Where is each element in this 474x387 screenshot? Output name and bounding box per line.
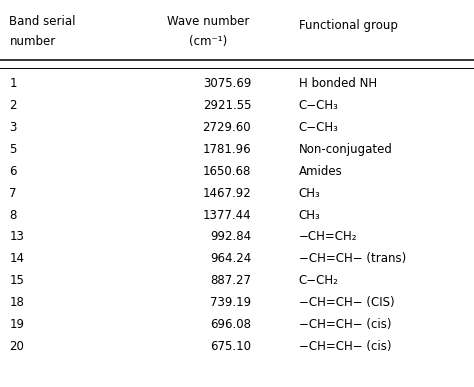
- Text: C−CH₂: C−CH₂: [299, 274, 338, 287]
- Text: (cm⁻¹): (cm⁻¹): [190, 35, 228, 48]
- Text: C−CH₃: C−CH₃: [299, 99, 338, 112]
- Text: 18: 18: [9, 296, 24, 309]
- Text: 1781.96: 1781.96: [202, 143, 251, 156]
- Text: 739.19: 739.19: [210, 296, 251, 309]
- Text: −CH=CH− (cis): −CH=CH− (cis): [299, 340, 391, 353]
- Text: Amides: Amides: [299, 165, 342, 178]
- Text: 696.08: 696.08: [210, 318, 251, 331]
- Text: 8: 8: [9, 209, 17, 222]
- Text: 15: 15: [9, 274, 24, 287]
- Text: 20: 20: [9, 340, 24, 353]
- Text: 6: 6: [9, 165, 17, 178]
- Text: 19: 19: [9, 318, 25, 331]
- Text: Band serial: Band serial: [9, 15, 76, 29]
- Text: 14: 14: [9, 252, 25, 265]
- Text: 2: 2: [9, 99, 17, 112]
- Text: −CH=CH− (trans): −CH=CH− (trans): [299, 252, 406, 265]
- Text: −CH=CH− (cis): −CH=CH− (cis): [299, 318, 391, 331]
- Text: −CH=CH− (CIS): −CH=CH− (CIS): [299, 296, 394, 309]
- Text: 5: 5: [9, 143, 17, 156]
- Text: 964.24: 964.24: [210, 252, 251, 265]
- Text: Non-conjugated: Non-conjugated: [299, 143, 392, 156]
- Text: number: number: [9, 35, 56, 48]
- Text: CH₃: CH₃: [299, 209, 320, 222]
- Text: 7: 7: [9, 187, 17, 200]
- Text: Functional group: Functional group: [299, 19, 398, 32]
- Text: 887.27: 887.27: [210, 274, 251, 287]
- Text: 3075.69: 3075.69: [203, 77, 251, 91]
- Text: Wave number: Wave number: [167, 15, 250, 29]
- Text: 1467.92: 1467.92: [202, 187, 251, 200]
- Text: 2729.60: 2729.60: [202, 121, 251, 134]
- Text: −CH=CH₂: −CH=CH₂: [299, 230, 357, 243]
- Text: 1377.44: 1377.44: [202, 209, 251, 222]
- Text: H bonded NH: H bonded NH: [299, 77, 377, 91]
- Text: 1: 1: [9, 77, 17, 91]
- Text: 13: 13: [9, 230, 24, 243]
- Text: CH₃: CH₃: [299, 187, 320, 200]
- Text: 992.84: 992.84: [210, 230, 251, 243]
- Text: 2921.55: 2921.55: [203, 99, 251, 112]
- Text: C−CH₃: C−CH₃: [299, 121, 338, 134]
- Text: 1650.68: 1650.68: [203, 165, 251, 178]
- Text: 675.10: 675.10: [210, 340, 251, 353]
- Text: 3: 3: [9, 121, 17, 134]
